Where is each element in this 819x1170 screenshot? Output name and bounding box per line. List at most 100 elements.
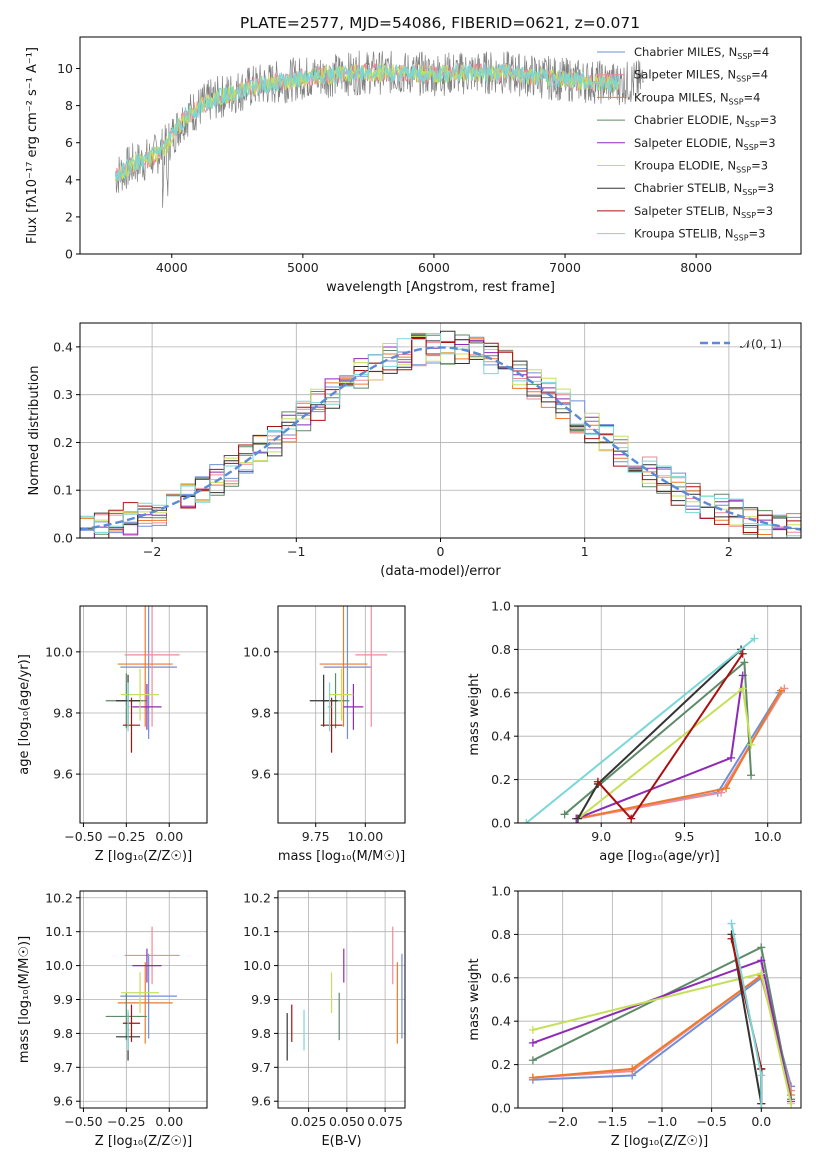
- weight-marker: [627, 814, 636, 823]
- weight-marker: [727, 919, 736, 928]
- tick-label-y: 9.8: [53, 1026, 73, 1041]
- legend-count: =3: [760, 113, 777, 127]
- tick-label-x: 10.00: [347, 829, 383, 844]
- tick-label-x: 7000: [549, 260, 581, 275]
- tick-label-y: 9.6: [53, 767, 73, 782]
- frame-mass-vs-EBV: [277, 890, 406, 1109]
- legend-subscript: SSP: [736, 166, 751, 175]
- tick-label-y: 0.0: [491, 816, 511, 831]
- tick-label-y: 10.0: [45, 644, 73, 659]
- plot-area-weight-vs-Z: [528, 919, 796, 1108]
- frame-spectrum: [79, 36, 802, 255]
- tick-label-x: −0.50: [64, 829, 102, 844]
- tick-label-x: −1: [287, 544, 305, 559]
- tick-label-x: 0.00: [155, 1114, 183, 1129]
- legend-subscript: SSP: [734, 234, 749, 243]
- tick-label-x: −0.5: [696, 1114, 726, 1129]
- histogram-series: [80, 333, 801, 538]
- weight-marker: [573, 814, 582, 823]
- weight-marker: [528, 1025, 537, 1034]
- model-spectrum: [114, 63, 621, 183]
- errorbar-point: [122, 697, 141, 753]
- errorbar-point: [343, 683, 364, 730]
- weight-marker: [727, 753, 736, 762]
- tick-label-y: 9.7: [251, 1060, 271, 1075]
- spectrum-legend: Chabrier MILES, NSSP=4 Salpeter MILES, NS…: [597, 45, 777, 243]
- errorbar-point: [122, 1004, 141, 1042]
- weight-marker: [528, 1073, 537, 1082]
- legend-label: Salpeter ELODIE, NSSP=3: [634, 136, 776, 152]
- weight-marker: [757, 1071, 766, 1080]
- tick-label-x: −0.25: [107, 1114, 145, 1129]
- weight-marker: [757, 943, 766, 952]
- weight-marker: [747, 740, 756, 749]
- weight-marker: [522, 819, 531, 823]
- tick-label-y: 0.0: [53, 531, 73, 546]
- weight-marker: [757, 1104, 766, 1108]
- legend-count: =3: [759, 136, 776, 150]
- legend-label: Salpeter STELIB, NSSP=3: [634, 204, 773, 220]
- tick-label-x: 10.0: [754, 829, 782, 844]
- tick-label-x: −2.0: [548, 1114, 578, 1129]
- errorbar-point: [121, 972, 159, 1014]
- figure-title: PLATE=2577, MJD=54086, FIBERID=0621, z=0…: [240, 14, 640, 32]
- tick-label-x: 0.00: [155, 829, 183, 844]
- legend-count: =3: [757, 181, 774, 195]
- weight-series-line: [577, 686, 753, 820]
- legend-label: Chabrier STELIB, NSSP=3: [634, 181, 774, 197]
- y-axis-label: age [log₁₀(age/yr)]: [17, 654, 32, 775]
- legend-subscript: SSP: [741, 211, 756, 220]
- tick-label-y: 0.2: [491, 1057, 511, 1072]
- errorbar-point: [132, 948, 162, 983]
- errorbar-point: [327, 682, 332, 732]
- legend-label: Kroupa MILES, NSSP=4: [634, 90, 760, 106]
- frame-age-vs-Z: [79, 605, 208, 824]
- weight-marker: [787, 1099, 796, 1108]
- plot-area-residuals: [80, 330, 801, 538]
- plot-area-age-vs-mass: [309, 606, 388, 753]
- model-spectrum: [114, 62, 621, 182]
- tick-label-y: 0.0: [491, 1101, 511, 1116]
- weight-marker: [528, 1038, 537, 1047]
- frame-age-vs-mass: [277, 605, 406, 824]
- legend-label: Chabrier ELODIE, NSSP=3: [634, 113, 777, 129]
- errorbar-point: [120, 606, 177, 739]
- tick-label-x: 9.75: [302, 829, 330, 844]
- tick-label-y: 9.6: [53, 1094, 73, 1109]
- tick-label-y: 10.2: [243, 890, 271, 905]
- errorbar-point: [323, 606, 372, 739]
- tick-label-y: 6: [65, 135, 73, 150]
- tick-label-y: 0.3: [53, 387, 73, 402]
- normal-curve: [80, 346, 801, 531]
- y-axis-label: mass weight: [467, 673, 482, 755]
- tick-label-y: 9.9: [53, 992, 73, 1007]
- x-axis-label: mass [log₁₀(M/M☉)]: [278, 849, 405, 864]
- weight-marker: [628, 1064, 637, 1073]
- x-axis-label: (data-model)/error: [380, 564, 501, 579]
- errorbar-point: [124, 926, 180, 985]
- y-axis-label: Normed distribution: [27, 366, 42, 496]
- tick-label-y: 9.9: [251, 992, 271, 1007]
- tick-label-y: 8: [65, 98, 73, 113]
- axes-age-vs-Z: −0.50 −0.25 0.00 9.6 9.8 10.0 Z [log₁₀(Z/Z☉)] a…: [17, 606, 207, 864]
- plot-area-spectrum: [114, 50, 644, 208]
- x-axis-label: wavelength [Angstrom, rest frame]: [326, 280, 555, 295]
- tick-label-x: −1.5: [597, 1114, 627, 1129]
- tick-label-x: 9.0: [591, 829, 611, 844]
- frame-mass-vs-Z: [79, 890, 208, 1109]
- axes-spectrum: 4000 5000 6000 7000 8000 0 2 4 6 8 10 wavelength [A…: [25, 47, 712, 295]
- errorbar-point: [355, 606, 388, 727]
- tick-label-y: 0.4: [491, 729, 511, 744]
- errorbar-point: [126, 682, 130, 732]
- errorbar-point: [132, 683, 162, 730]
- tick-label-x: 0.075: [367, 1114, 403, 1129]
- legend-count: =3: [751, 159, 768, 173]
- histogram-series: [80, 336, 801, 538]
- tick-label-y: 0.4: [491, 1014, 511, 1029]
- legend-subscript: SSP: [742, 188, 757, 197]
- tick-label-y: 10.2: [45, 890, 73, 905]
- tick-label-y: 9.8: [53, 705, 73, 720]
- tick-label-x: 0.0: [751, 1114, 771, 1129]
- tick-label-x: −0.25: [107, 829, 145, 844]
